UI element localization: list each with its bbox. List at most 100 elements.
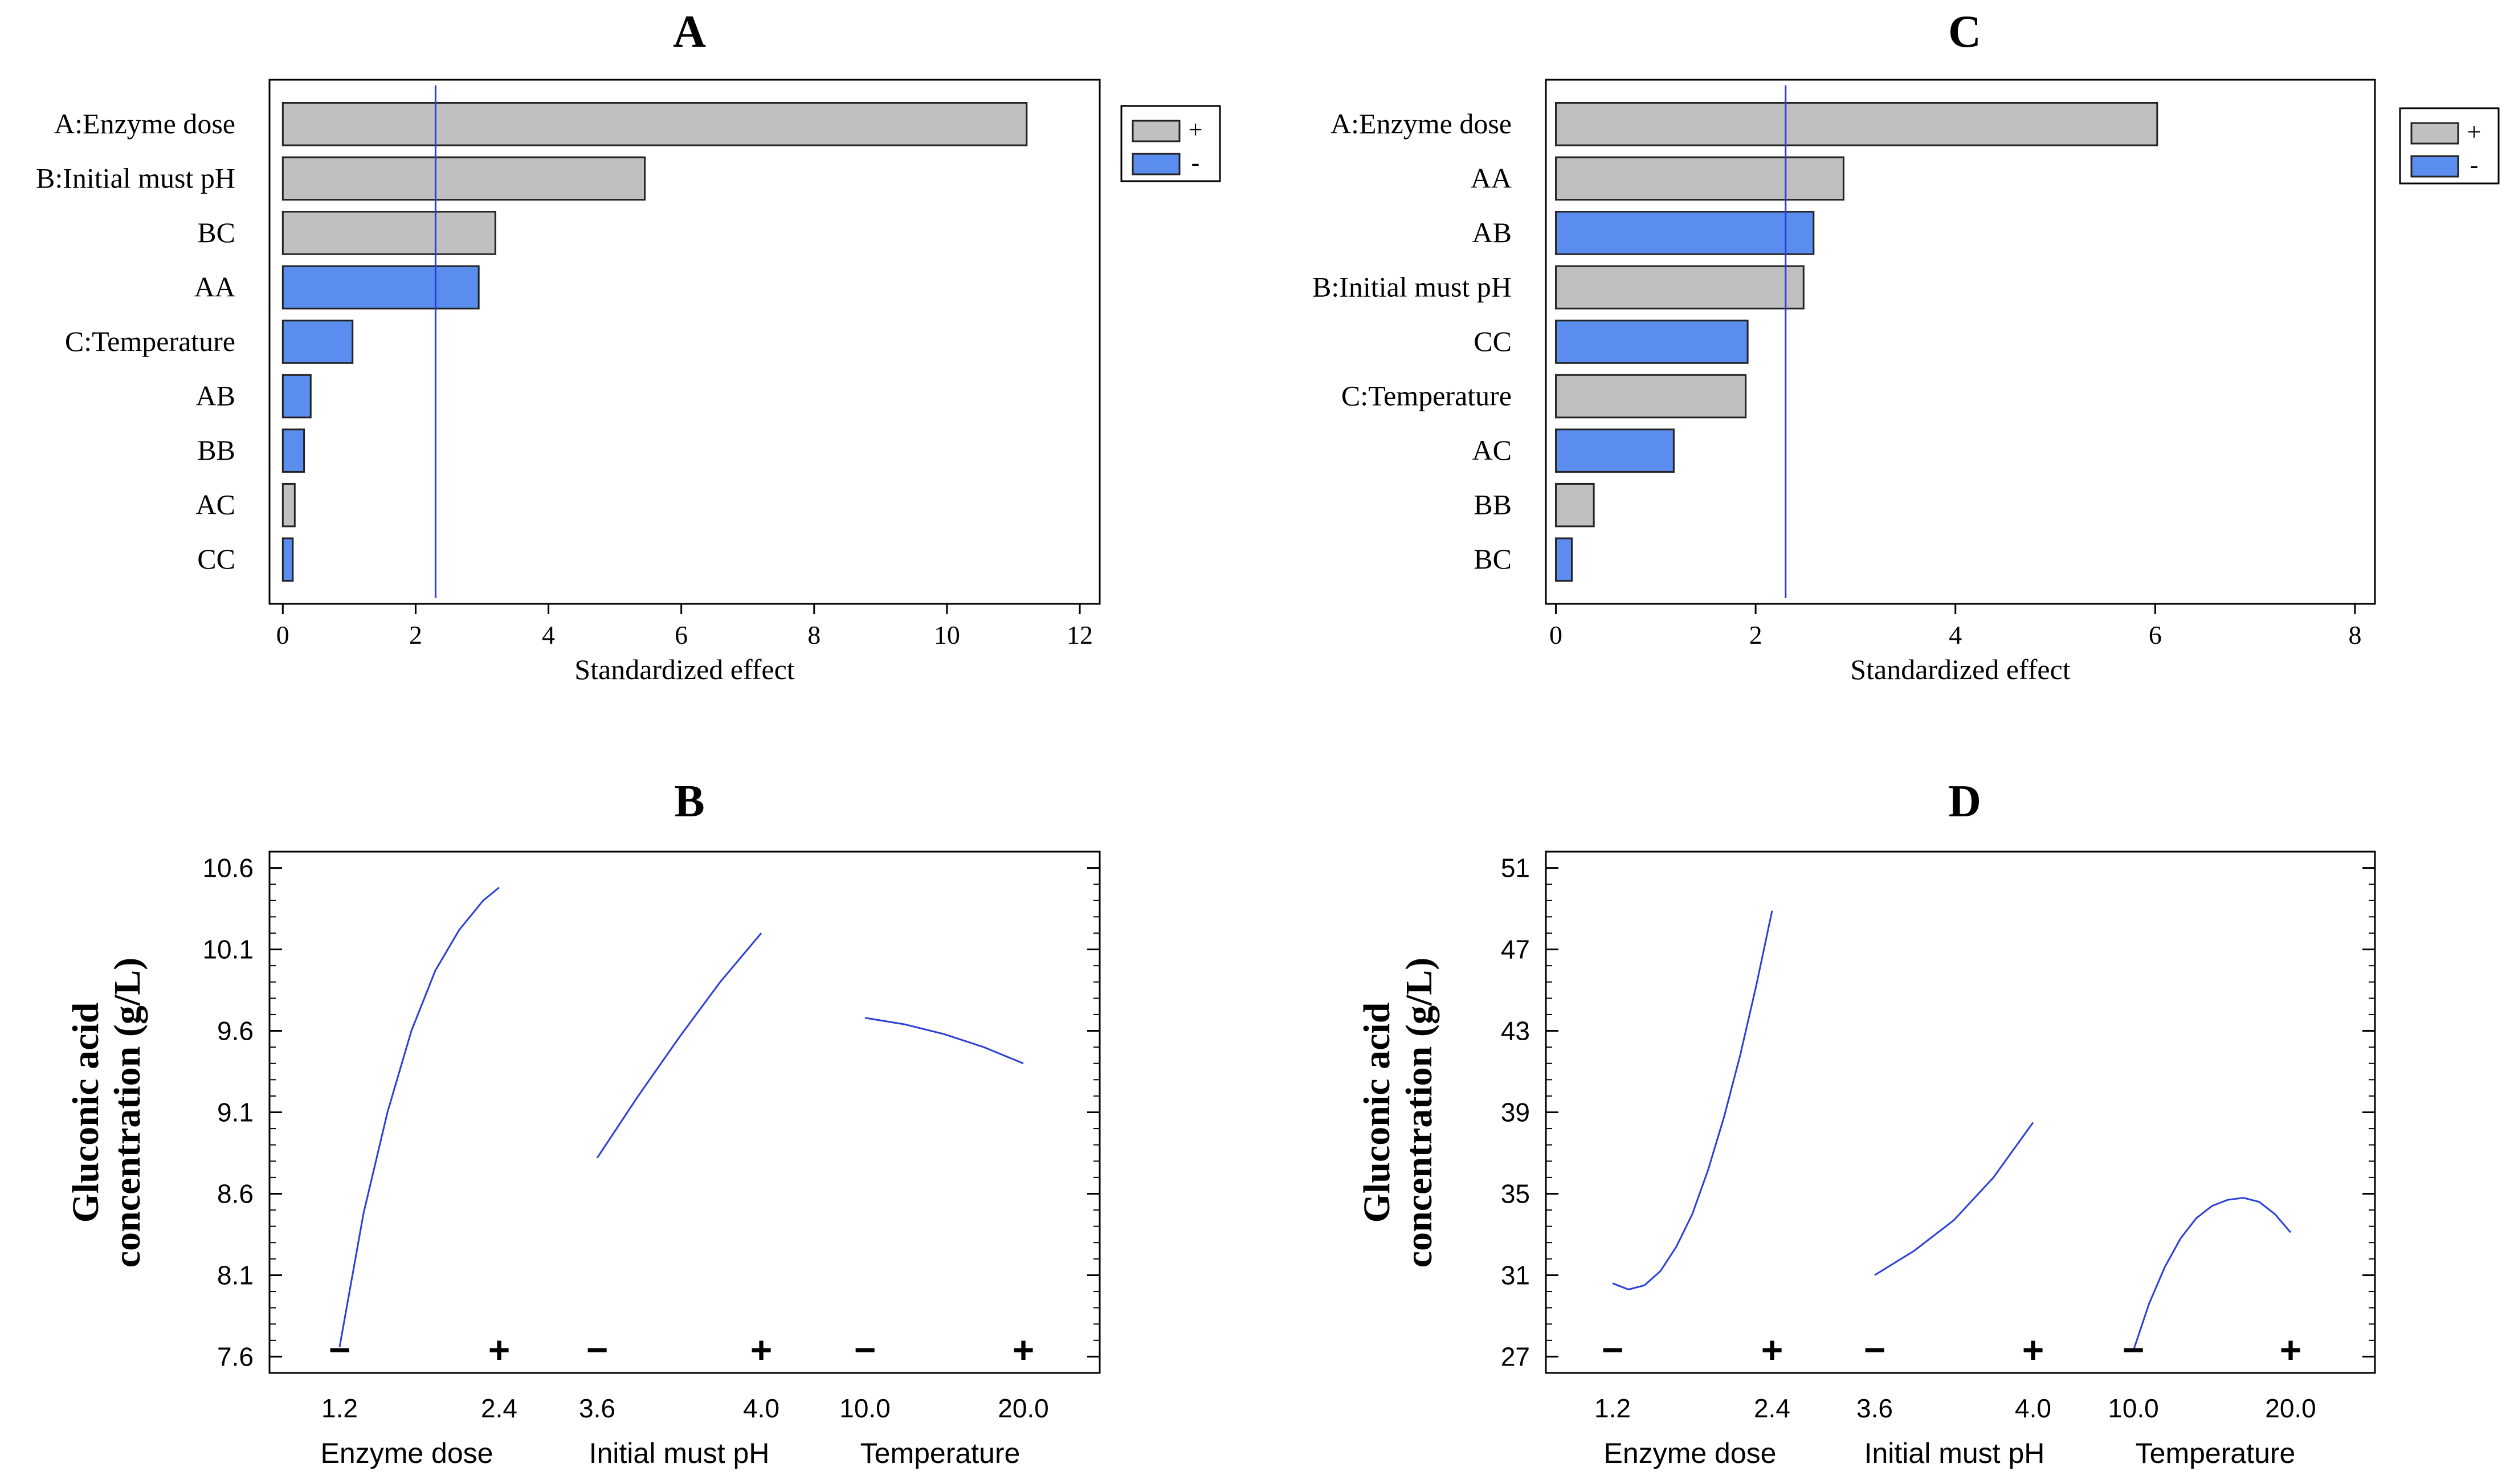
category-label: AC (1472, 434, 1512, 466)
factor-name-label: Enzyme dose (321, 1437, 493, 1469)
high-level-marker: + (2280, 1328, 2302, 1371)
legend: +- (2399, 107, 2500, 185)
factor-name-label: Initial must pH (1864, 1437, 2045, 1469)
category-label: CC (197, 543, 235, 575)
category-label: BB (1474, 489, 1512, 521)
x-tick-label: 8 (2348, 620, 2361, 649)
y-tick-label: 27 (1501, 1342, 1530, 1371)
category-label: AC (196, 489, 235, 521)
factor-low-label: 3.6 (579, 1393, 615, 1423)
category-label: B:Initial must pH (1312, 271, 1512, 302)
y-tick-label: 35 (1501, 1179, 1530, 1208)
factor-low-label: 1.2 (1594, 1393, 1631, 1423)
high-level-marker: + (750, 1328, 773, 1371)
bar-bb (1555, 483, 1595, 528)
plot-frame (1545, 851, 2376, 1374)
x-tick-label: 0 (276, 620, 289, 649)
legend-label: + (1189, 116, 1203, 144)
x-tick-label: 2 (1749, 620, 1762, 649)
chart-title: D (1948, 776, 1981, 827)
legend-swatch (1132, 153, 1181, 175)
category-label: BC (197, 216, 235, 248)
effect-curve-initial-must-ph (1874, 1122, 2034, 1276)
category-label: AA (194, 271, 235, 302)
low-level-marker: − (329, 1328, 351, 1371)
plot-frame (268, 79, 1101, 605)
bar-bc (1555, 537, 1573, 582)
legend-label: - (1191, 149, 1200, 177)
bar-a-enzyme-dose (1555, 102, 2158, 146)
chart-title: C (1948, 7, 1981, 57)
factor-name-label: Initial must pH (589, 1437, 770, 1469)
chart-title: B (674, 776, 704, 827)
effect-curve-temperature (864, 1017, 1024, 1065)
bar-cc (1555, 320, 1749, 364)
bar-ab (281, 374, 312, 419)
legend-swatch (1132, 120, 1181, 142)
legend-swatch (2410, 122, 2459, 145)
x-tick-label: 10 (934, 620, 960, 649)
factor-high-label: 4.0 (2015, 1393, 2051, 1423)
factor-high-label: 20.0 (998, 1393, 1049, 1423)
factor-low-label: 10.0 (2108, 1393, 2159, 1423)
x-tick-label: 4 (542, 620, 555, 649)
legend: +- (1120, 105, 1221, 182)
category-label: C:Temperature (65, 325, 235, 357)
y-axis-label-line1: Gluconic acid (65, 1003, 107, 1223)
legend-label: - (2470, 151, 2479, 179)
legend-swatch (2410, 155, 2459, 178)
category-label: BC (1474, 543, 1512, 575)
factor-high-label: 4.0 (743, 1393, 779, 1423)
factor-high-label: 2.4 (481, 1393, 517, 1423)
bar-b-initial-must-ph (281, 156, 646, 201)
main-effects-chart-b: B 7.6 8.1 8.6 9.1 9.6 10.1 10.6 Gluconic acid con… (65, 776, 1101, 1469)
y-tick-label: 51 (1501, 853, 1530, 883)
legend-label: + (2467, 118, 2481, 146)
effect-curve-initial-must-ph (596, 933, 762, 1159)
bar-aa (281, 265, 480, 310)
y-tick-label: 47 (1501, 935, 1530, 964)
pareto-chart-a: A A:Enzyme dose B:Initial must pH BC AA C:Tem… (36, 7, 1221, 685)
plot-frame (1545, 79, 2376, 605)
category-label: BB (197, 434, 235, 466)
high-level-marker: + (1761, 1328, 1783, 1371)
bar-ac (281, 483, 296, 528)
factor-high-label: 2.4 (1754, 1393, 1790, 1423)
x-tick-label: 6 (2149, 620, 2162, 649)
bar-cc (281, 537, 294, 582)
bar-c-temperature (1555, 374, 1747, 419)
low-level-marker: − (854, 1328, 876, 1371)
category-label: A:Enzyme dose (54, 108, 235, 140)
y-tick-label: 39 (1501, 1098, 1530, 1127)
factor-name-label: Temperature (860, 1437, 1021, 1469)
y-axis-label-line2: concentration (g/L) (107, 958, 148, 1268)
x-tick-label: 12 (1067, 620, 1093, 649)
x-tick-label: 8 (807, 620, 821, 649)
y-axis-label-line1: Gluconic acid (1356, 1003, 1398, 1223)
x-tick-label: 4 (1949, 620, 1962, 649)
y-tick-label: 31 (1501, 1260, 1530, 1290)
main-effects-chart-d: D 27 31 35 39 43 47 51 Gluconic acid concentratio… (1356, 776, 2376, 1469)
factor-low-label: 3.6 (1856, 1393, 1893, 1423)
y-tick-label: 9.1 (217, 1098, 254, 1127)
factor-high-label: 20.0 (2265, 1393, 2316, 1423)
chart-title: A (673, 7, 706, 57)
x-tick-label: 6 (675, 620, 688, 649)
low-level-marker: − (2123, 1328, 2145, 1371)
factor-name-label: Enzyme dose (1604, 1437, 1777, 1469)
category-label: CC (1474, 325, 1512, 357)
bar-b-initial-must-ph (1555, 265, 1805, 310)
bar-a-enzyme-dose (281, 102, 1028, 146)
factor-low-label: 1.2 (321, 1393, 358, 1423)
low-level-marker: − (1602, 1328, 1624, 1371)
y-tick-label: 43 (1501, 1016, 1530, 1046)
pareto-chart-c: C A:Enzyme dose AA AB B:Initial must pH CC C:T… (1312, 7, 2500, 685)
bar-ab (1555, 211, 1815, 255)
low-level-marker: − (1864, 1328, 1886, 1371)
category-label: AB (196, 380, 235, 412)
bar-aa (1555, 156, 1844, 201)
plot-frame (268, 851, 1101, 1374)
x-tick-label: 0 (1549, 620, 1562, 649)
category-label: C:Temperature (1341, 380, 1512, 412)
